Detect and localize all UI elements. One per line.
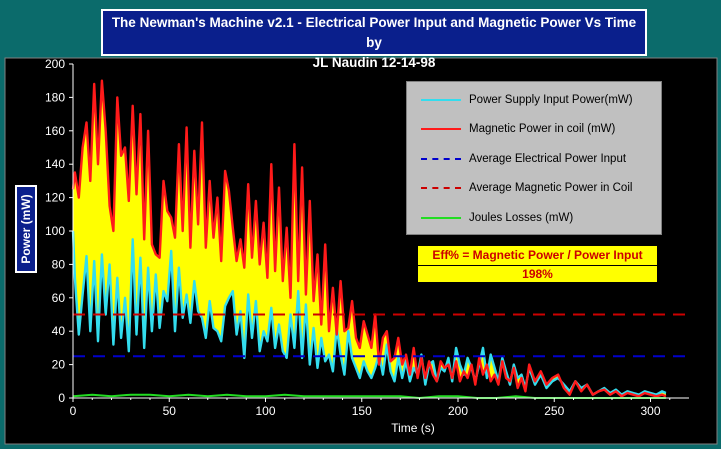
y-tick-label: 180 [45,90,65,104]
fill-area-magnetic-vs-input [73,80,666,397]
x-tick-label: 0 [70,404,77,418]
x-tick-label: 250 [544,404,564,418]
x-tick-label: 150 [352,404,372,418]
efficiency-value: 198% [522,267,553,281]
efficiency-annotation: Eff% = Magnetic Power / Power Input 198% [417,245,658,283]
x-tick-label: 200 [448,404,468,418]
legend-item-joules-losses: Joules Losses (mW) [421,208,573,228]
y-tick-label: 120 [45,191,65,205]
legend-swatch-joules-losses [421,217,461,219]
legend-swatch-magnetic-power [421,128,461,130]
legend-label-joules-losses: Joules Losses (mW) [469,212,574,224]
legend-item-magnetic-power: Magnetic Power in coil (mW) [421,119,615,139]
y-axis-label-box: Power (mW) [15,185,37,273]
legend-swatch-average-magnetic [421,187,461,189]
legend-swatch-average-input [421,158,461,160]
series-line-magnetic-power [71,79,667,398]
legend-label-average-magnetic: Average Magnetic Power in Coil [469,182,633,194]
legend-item-average-magnetic: Average Magnetic Power in Coil [421,178,632,198]
y-tick-label: 160 [45,124,65,138]
legend-item-average-input: Average Electrical Power Input [421,149,626,169]
legend: Power Supply Input Power(mW) Magnetic Po… [406,81,662,235]
chart-title-box: The Newman's Machine v2.1 - Electrical P… [101,9,647,70]
x-tick-label: 300 [640,404,660,418]
y-tick-label: 80 [52,257,66,271]
legend-label-average-input: Average Electrical Power Input [469,153,627,165]
x-tick-label: 100 [255,404,275,418]
legend-label-input-power: Power Supply Input Power(mW) [469,94,633,106]
axes-group: 0 20 40 60 80 100 120 140 160 180 200 0 50 100 150 200 2… [45,57,689,418]
y-tick-label: 200 [45,57,65,71]
y-tick-label: 0 [58,391,65,405]
efficiency-formula: Eff% = Magnetic Power / Power Input [418,246,657,266]
legend-item-input-power: Power Supply Input Power(mW) [421,90,633,110]
legend-swatch-input-power [421,99,461,101]
legend-label-magnetic-power: Magnetic Power in coil (mW) [469,123,616,135]
chart-title-line2: JL Naudin 12-14-98 [312,55,436,70]
fill-area-group [73,80,666,397]
x-axis-label: Time (s) [391,421,435,435]
y-tick-label: 140 [45,157,65,171]
x-tick-label: 50 [163,404,177,418]
y-tick-label: 100 [45,224,65,238]
y-axis-label: Power (mW) [19,194,33,264]
y-tick-label: 20 [52,358,66,372]
y-tick-label: 60 [52,291,66,305]
chart-title: The Newman's Machine v2.1 - Electrical P… [111,15,637,50]
y-tick-label: 40 [52,324,66,338]
